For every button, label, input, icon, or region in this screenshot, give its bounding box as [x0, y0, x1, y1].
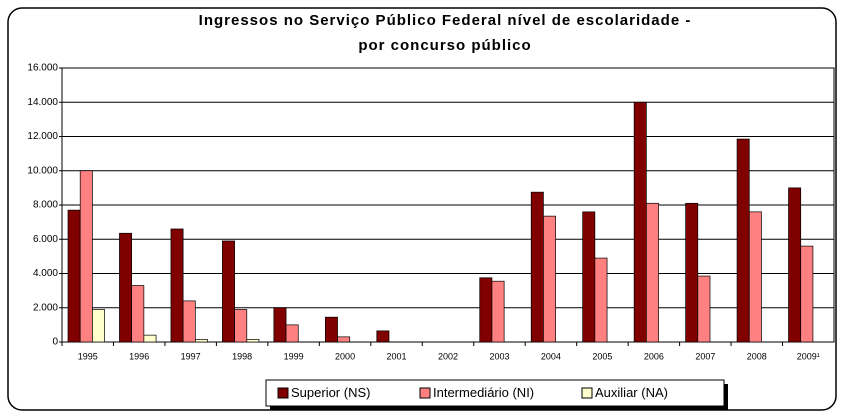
bar [594, 257, 608, 343]
bar [67, 209, 81, 343]
bar [246, 339, 260, 343]
legend-swatch [277, 387, 289, 399]
y-tick-label: 2.000 [33, 302, 58, 313]
bar [337, 336, 351, 343]
bar [182, 300, 196, 343]
y-tick-label: 12.000 [27, 131, 58, 142]
bar [324, 316, 338, 343]
bar [633, 101, 647, 343]
y-tick-label: 16.000 [27, 63, 58, 74]
x-tick-label: 1997 [181, 351, 201, 361]
bar [748, 211, 762, 343]
x-tick-label: 1999 [284, 351, 304, 361]
x-tick-label: 2005 [592, 351, 612, 361]
bar [645, 202, 659, 343]
bar [530, 191, 544, 343]
y-tick-label: 14.000 [27, 97, 58, 108]
x-tick-label: 2009¹ [797, 351, 820, 361]
legend-swatch [581, 387, 593, 399]
bar [143, 334, 157, 343]
x-tick-label: 2006 [644, 351, 664, 361]
bar [194, 339, 208, 343]
chart-title: por concurso público [358, 37, 531, 54]
legend-label: Superior (NS) [291, 385, 370, 400]
y-tick-label: 8.000 [33, 200, 58, 211]
bar [222, 240, 235, 343]
bar [543, 215, 556, 343]
bar [582, 211, 596, 343]
bar [285, 324, 299, 343]
bar [273, 307, 287, 343]
legend-swatch [419, 387, 431, 399]
legend-label: Intermediário (NI) [433, 385, 534, 400]
x-tick-label: 2000 [335, 351, 355, 361]
x-tick-label: 2001 [387, 351, 407, 361]
bar [697, 275, 711, 343]
bar [119, 232, 133, 343]
x-tick-label: 1996 [129, 351, 149, 361]
bar [479, 277, 493, 343]
x-tick-label: 1998 [232, 351, 252, 361]
y-tick-label: 0 [52, 337, 58, 348]
legend [265, 379, 725, 407]
x-tick-label: 2008 [747, 351, 767, 361]
bar [79, 170, 93, 343]
bar [131, 285, 145, 343]
bar [234, 309, 248, 343]
y-tick-label: 6.000 [33, 234, 58, 245]
bar [491, 280, 505, 343]
bar [685, 202, 699, 343]
legend-label: Auxiliar (NA) [595, 385, 668, 400]
y-tick-label: 10.000 [27, 165, 58, 176]
x-tick-label: 2004 [541, 351, 561, 361]
bar [800, 245, 814, 343]
bar [170, 228, 184, 343]
bar [376, 330, 390, 343]
x-tick-label: 2003 [489, 351, 509, 361]
bar [92, 309, 105, 343]
x-tick-label: 1995 [78, 351, 98, 361]
bar [788, 187, 802, 343]
y-tick-label: 4.000 [33, 268, 58, 279]
x-tick-label: 2007 [695, 351, 715, 361]
bar [736, 138, 750, 343]
chart-title: Ingressos no Serviço Público Federal nív… [199, 12, 692, 29]
x-tick-label: 2002 [438, 351, 458, 361]
